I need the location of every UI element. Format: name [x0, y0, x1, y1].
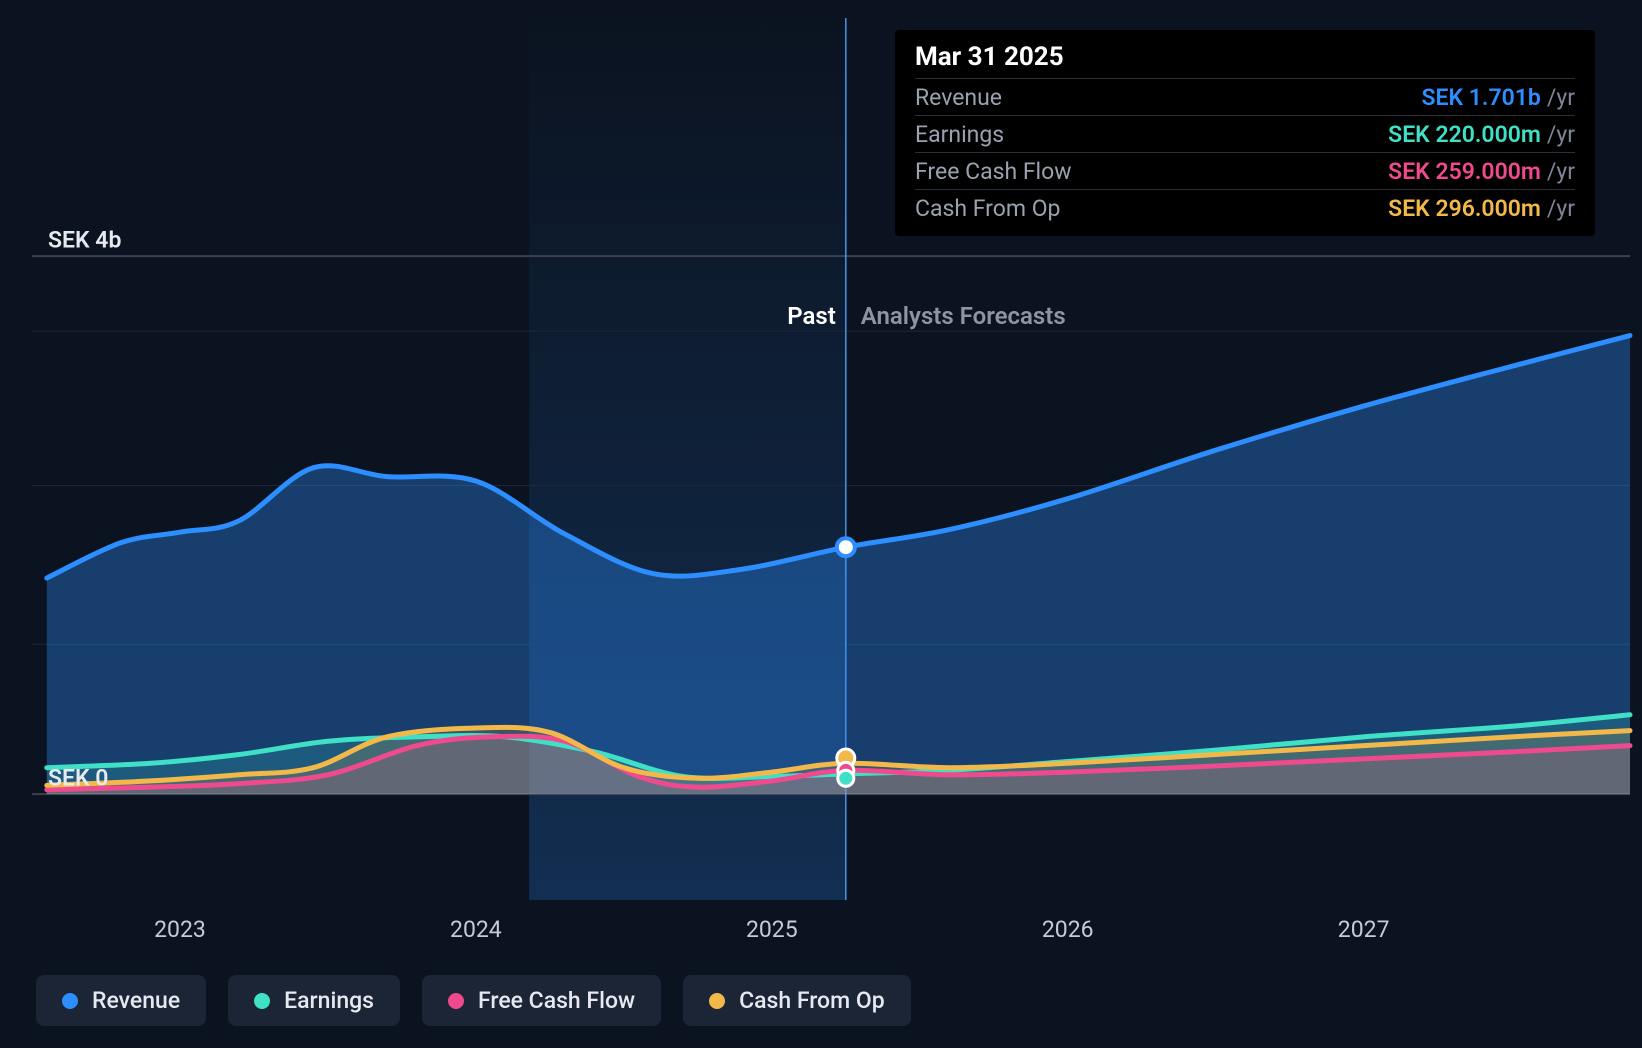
tooltip-row-label: Cash From Op — [915, 195, 1060, 222]
legend-dot-icon — [709, 993, 725, 1009]
x-axis-tick: 2024 — [450, 916, 502, 943]
tooltip-row-value: SEK 296.000m/yr — [1388, 195, 1575, 222]
y-axis-label: SEK 0 — [48, 765, 108, 792]
legend-item-fcf[interactable]: Free Cash Flow — [422, 975, 661, 1026]
tooltip-row-label: Earnings — [915, 121, 1004, 148]
tooltip-row: Cash From Op SEK 296.000m/yr — [915, 189, 1575, 226]
legend-item-label: Earnings — [284, 987, 374, 1014]
tooltip-row-label: Free Cash Flow — [915, 158, 1072, 185]
x-axis-tick: 2025 — [746, 916, 798, 943]
section-label-past: Past — [787, 302, 836, 330]
tooltip-row: Revenue SEK 1.701b/yr — [915, 78, 1575, 115]
tooltip-row-value: SEK 1.701b/yr — [1421, 84, 1575, 111]
tooltip-row: Earnings SEK 220.000m/yr — [915, 115, 1575, 152]
financials-chart[interactable]: Mar 31 2025 Revenue SEK 1.701b/yr Earnings… — [0, 0, 1642, 1048]
x-axis-tick: 2027 — [1338, 916, 1390, 943]
legend-item-label: Free Cash Flow — [478, 987, 635, 1014]
legend-item-label: Cash From Op — [739, 987, 885, 1014]
legend-item-earnings[interactable]: Earnings — [228, 975, 400, 1026]
x-axis-tick: 2026 — [1042, 916, 1094, 943]
y-axis-label: SEK 4b — [48, 227, 121, 254]
x-axis-tick: 2023 — [154, 916, 206, 943]
tooltip-date: Mar 31 2025 — [915, 42, 1575, 78]
legend-dot-icon — [62, 993, 78, 1009]
legend-item-revenue[interactable]: Revenue — [36, 975, 206, 1026]
chart-tooltip: Mar 31 2025 Revenue SEK 1.701b/yr Earnings… — [895, 30, 1595, 236]
section-label-forecast: Analysts Forecasts — [861, 302, 1066, 330]
tooltip-row-value: SEK 259.000m/yr — [1388, 158, 1575, 185]
tooltip-row: Free Cash Flow SEK 259.000m/yr — [915, 152, 1575, 189]
tooltip-row-label: Revenue — [915, 84, 1002, 111]
legend-item-label: Revenue — [92, 987, 180, 1014]
chart-legend: Revenue Earnings Free Cash Flow Cash From O… — [36, 975, 911, 1026]
legend-item-cfo[interactable]: Cash From Op — [683, 975, 911, 1026]
legend-dot-icon — [448, 993, 464, 1009]
tooltip-row-value: SEK 220.000m/yr — [1388, 121, 1575, 148]
legend-dot-icon — [254, 993, 270, 1009]
